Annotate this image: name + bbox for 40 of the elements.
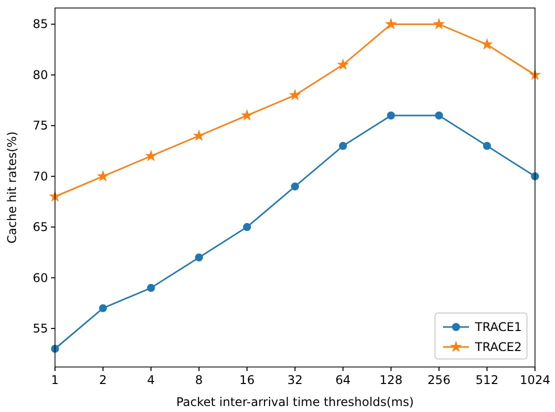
point — [240, 109, 254, 121]
y-tick-label: 75 — [32, 118, 48, 133]
y-tick-label: 55 — [32, 321, 48, 336]
legend-label: TRACE1 — [474, 320, 522, 334]
point — [435, 112, 443, 120]
point — [99, 304, 107, 312]
y-tick-label: 70 — [32, 169, 48, 184]
point — [195, 253, 203, 262]
x-tick-label: 4 — [147, 373, 155, 387]
x-tick-label: 1024 — [520, 373, 550, 387]
x-tick-label: 256 — [428, 373, 450, 387]
x-axis-title: Packet inter-arrival time thresholds(ms) — [176, 395, 414, 409]
x-tick-label: 16 — [239, 373, 255, 387]
x-tick-label: 1 — [51, 373, 59, 387]
x-tick-label: 32 — [287, 373, 303, 387]
x-tick-label: 8 — [195, 373, 203, 387]
y-tick-label: 80 — [32, 68, 48, 82]
y-axis-title: Cache hit rates(%) — [5, 132, 19, 244]
point — [96, 170, 110, 182]
point — [432, 18, 446, 30]
point — [147, 284, 155, 292]
point — [480, 38, 494, 50]
point — [144, 150, 158, 162]
point — [192, 129, 206, 141]
legend-label: TRACE2 — [474, 340, 522, 354]
x-tick-label: 512 — [476, 373, 498, 387]
x-tick-label: 2 — [99, 373, 107, 387]
y-tick-label: 60 — [32, 270, 48, 285]
y-tick-label: 65 — [32, 220, 48, 234]
x-tick-label: 64 — [335, 373, 351, 387]
point — [243, 223, 251, 232]
point — [336, 58, 350, 70]
point — [288, 88, 302, 100]
point — [384, 18, 398, 30]
point — [387, 112, 395, 120]
point — [339, 142, 347, 150]
point — [291, 182, 299, 190]
point — [483, 142, 491, 150]
y-tick-label: 85 — [32, 17, 48, 32]
x-tick-label: 128 — [380, 373, 402, 387]
